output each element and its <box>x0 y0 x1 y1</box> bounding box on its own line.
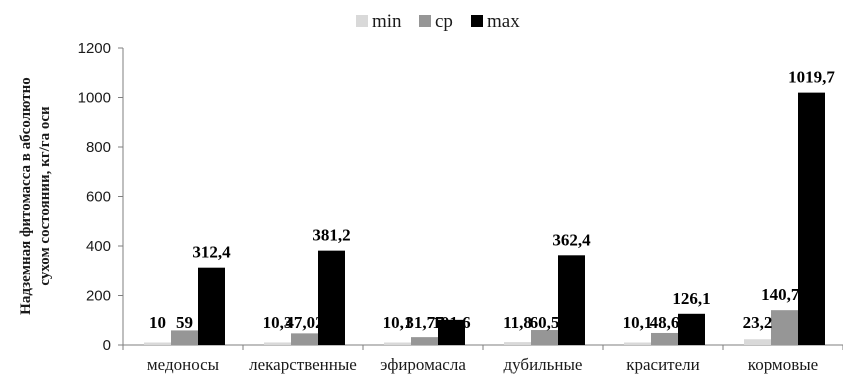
data-label: 381,2 <box>312 226 350 245</box>
data-label: 10 <box>149 313 166 332</box>
bar-max <box>438 319 465 345</box>
legend-label: max <box>487 11 520 32</box>
y-tick-label: 800 <box>86 139 111 156</box>
axes: 0 200 400 600 800 1000 1200 медоносы лекарственн… <box>78 40 843 374</box>
y-tick-label: 0 <box>103 337 111 354</box>
data-label: 48,6 <box>650 313 680 332</box>
data-label: 31,77 <box>405 313 444 332</box>
bar-min <box>504 342 531 345</box>
legend-label: ср <box>435 11 453 32</box>
bar-max <box>558 255 585 345</box>
bar-ср <box>771 310 798 345</box>
data-label: 362,4 <box>552 230 591 249</box>
bars <box>144 92 825 345</box>
data-labels: 10 10,3 10,1 11,8 10,1 23,2 59 47,02 31,77 60,5 48… <box>149 68 835 332</box>
x-category-label: медоносы <box>147 355 220 374</box>
data-label: 140,74 <box>761 285 808 304</box>
bar-min <box>144 342 171 345</box>
y-tick-label: 200 <box>86 288 111 305</box>
bar-ср <box>291 333 318 345</box>
data-label: 10,1 <box>383 313 413 332</box>
data-label: 59 <box>176 313 193 332</box>
legend-swatch <box>471 15 483 27</box>
bar-min <box>744 339 771 345</box>
y-tick-label: 1000 <box>78 90 111 107</box>
x-category-label: эфиромасла <box>380 355 466 374</box>
y-axis-title-line: сухом состоянии, кг/га оси <box>37 106 53 286</box>
data-label: 23,2 <box>743 313 773 332</box>
bar-ср <box>171 330 198 345</box>
x-category-label: кормовые <box>748 355 818 374</box>
bar-min <box>624 342 651 345</box>
bar-ср <box>651 332 678 345</box>
x-category-label: лекарственные <box>249 355 357 374</box>
bar-max <box>198 267 225 345</box>
legend-swatch <box>419 15 431 27</box>
y-axis-title-group: Надземная фитомасса в абсолютно сухом сос… <box>18 77 53 315</box>
data-label: 101,6 <box>432 313 470 332</box>
data-label: 1019,7 <box>788 68 835 87</box>
data-label: 126,1 <box>672 289 710 308</box>
bar-min <box>264 342 291 345</box>
bar-max <box>678 313 705 345</box>
data-label: 11,8 <box>503 313 532 332</box>
bar-ср <box>531 330 558 345</box>
y-axis-title-line: Надземная фитомасса в абсолютно <box>18 77 34 315</box>
data-label: 10,3 <box>263 313 293 332</box>
bar-ср <box>411 337 438 345</box>
legend-label: min <box>372 11 402 32</box>
y-axis-title: Надземная фитомасса в абсолютно сухом сос… <box>18 77 53 315</box>
bar-min <box>384 342 411 345</box>
legend-swatch <box>356 15 368 27</box>
bar-max <box>318 250 345 345</box>
legend: min ср max <box>356 11 520 32</box>
y-tick-label: 400 <box>86 238 111 255</box>
y-tick-label: 600 <box>86 189 111 206</box>
data-label: 60,5 <box>530 313 560 332</box>
y-tick-label: 1200 <box>78 40 111 57</box>
bar-max <box>798 92 825 345</box>
x-category-label: дубильные <box>504 355 583 374</box>
data-label: 312,4 <box>192 243 231 262</box>
data-label: 10,1 <box>623 313 653 332</box>
data-label: 47,02 <box>285 313 323 332</box>
x-category-label: красители <box>626 355 700 374</box>
